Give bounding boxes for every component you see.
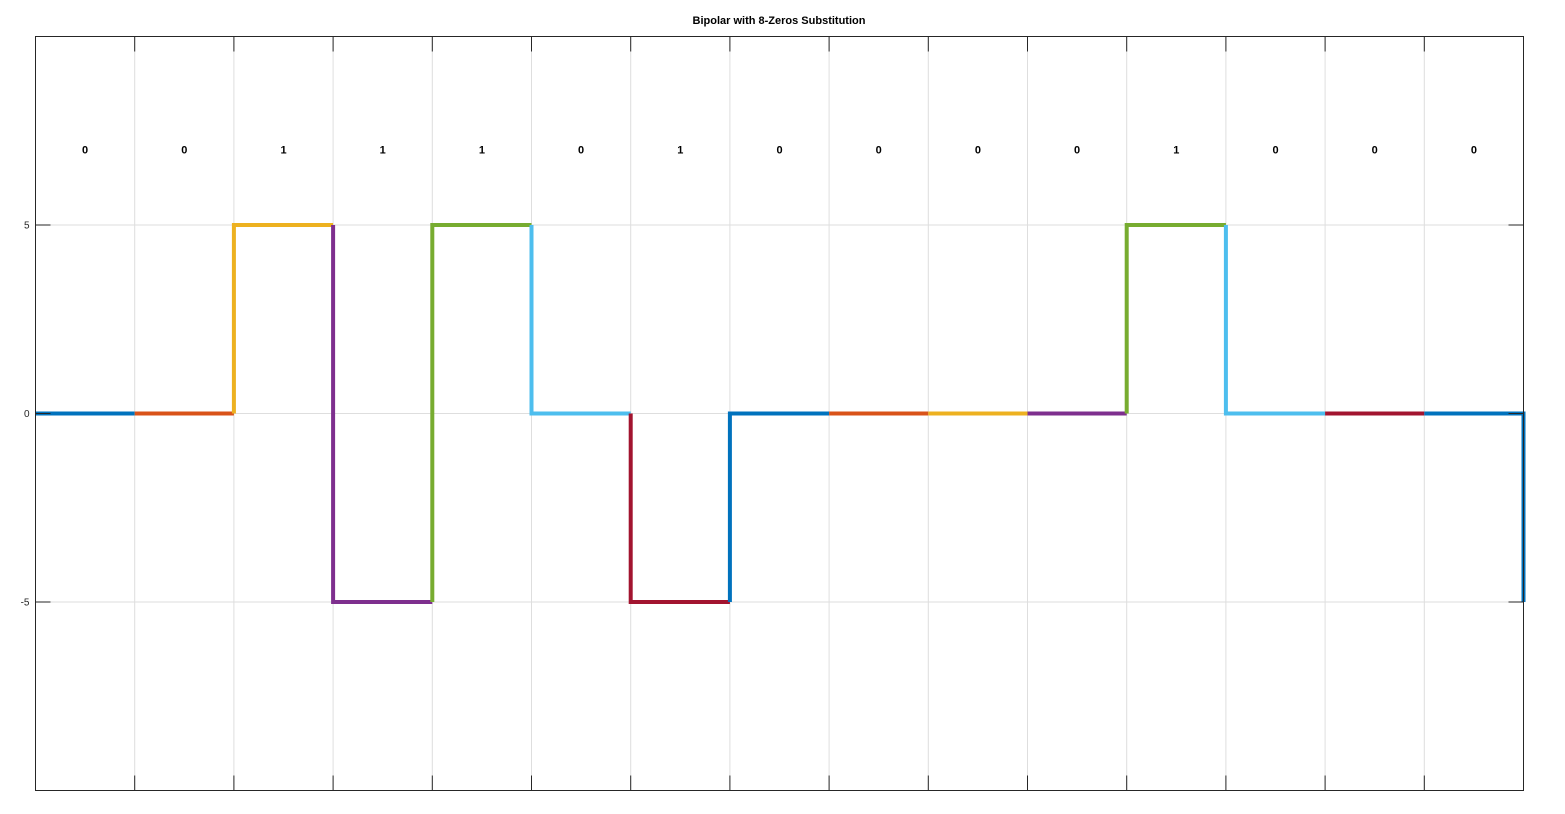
series: [35, 223, 1526, 604]
signal-segment: [529, 225, 631, 416]
chart-title: Bipolar with 8-Zeros Substitution: [693, 15, 866, 27]
bit-label: 0: [975, 145, 981, 157]
bit-label: 0: [1471, 145, 1477, 157]
bit-label: 0: [578, 145, 584, 157]
bit-label: 0: [776, 145, 782, 157]
signal-segment: [1124, 223, 1226, 414]
bit-label: 1: [479, 145, 485, 157]
y-tick-label: -5: [21, 598, 30, 609]
signal-segment: [231, 223, 334, 414]
bit-label: 0: [1272, 145, 1278, 157]
bit-label: 1: [380, 145, 386, 157]
bit-label: 0: [1372, 145, 1378, 157]
signal-segment: [628, 413, 730, 604]
signal-segment: [430, 223, 532, 602]
bit-label: 1: [677, 145, 683, 157]
axes: -5 0 5: [21, 36, 1524, 791]
bit-label: 1: [280, 145, 286, 157]
signal-segment: [1223, 225, 1326, 416]
bit-label: 0: [181, 145, 187, 157]
y-tick-label: 0: [24, 409, 30, 420]
bit-label: 0: [876, 145, 882, 157]
bit-label: 1: [1173, 145, 1179, 157]
signal-segment: [727, 411, 830, 602]
bit-label: 0: [1074, 145, 1080, 157]
labels: 0 0 1 1 1 0 1 0 0 0 0 1 0 0 0: [82, 145, 1477, 157]
signal-segment: [331, 225, 433, 604]
y-tick-label: 5: [24, 221, 30, 232]
bit-label: 0: [82, 145, 88, 157]
